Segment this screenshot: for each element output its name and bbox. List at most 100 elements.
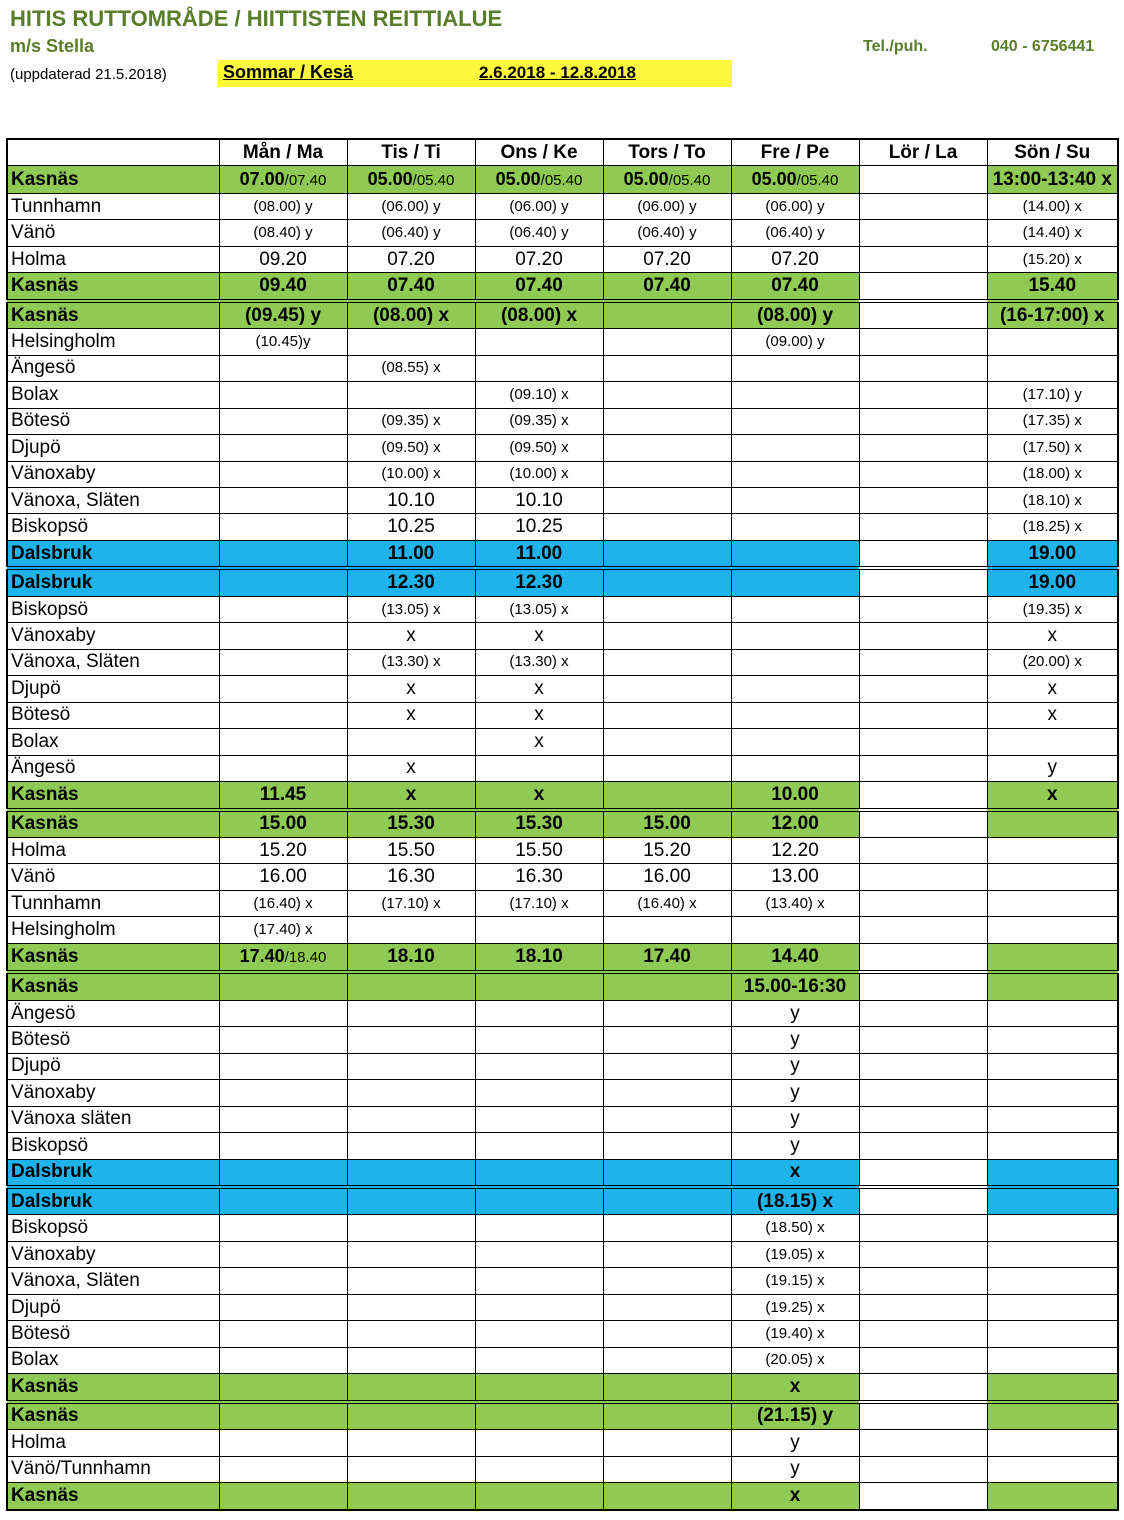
time-cell-sat: [858, 1158, 988, 1188]
departure-time: 17.40: [239, 946, 285, 967]
table-row: Vänö 16.00 16.30 16.30 16.00 13.00: [6, 863, 1119, 891]
time-cell-sat: [858, 1214, 988, 1242]
time-cell-tue: [346, 1346, 476, 1375]
table-row: Dalsbruk (18.15) x: [6, 1185, 1119, 1216]
time-cell-wed: x: [474, 675, 604, 703]
time-cell-mon: [218, 1185, 348, 1216]
stop-name: Vänö/Tunnhamn: [6, 1455, 220, 1484]
time-cell-fri: y: [730, 1079, 860, 1107]
time-cell-thu: [602, 298, 732, 330]
time-cell-sat: [858, 245, 988, 274]
table-row: Bötesö y: [6, 1026, 1119, 1054]
table-row: Biskopsö y: [6, 1132, 1119, 1160]
time-cell-sun: [986, 807, 1119, 838]
time-cell-fri: y: [730, 1132, 860, 1160]
stop-name: Bötesö: [6, 701, 220, 730]
time-cell-tue: [346, 1214, 476, 1242]
time-cell-sun: [986, 328, 1119, 356]
time-cell-mon: [218, 1132, 348, 1160]
time-cell-sun: [986, 728, 1119, 756]
time-cell-tue: [346, 1293, 476, 1322]
stop-name: Dalsbruk: [6, 1185, 220, 1216]
stop-name: Biskopsö: [6, 1214, 220, 1242]
time-cell-thu: [602, 1214, 732, 1242]
departure-time: 05.00: [623, 168, 669, 189]
time-cell-thu: [602, 1399, 732, 1431]
time-cell-wed: [474, 1455, 604, 1484]
time-cell-mon: 11.45: [218, 781, 348, 811]
time-cell-sun: (17.35) x: [986, 407, 1119, 436]
time-cell-fri: [730, 701, 860, 730]
time-cell-sun: (14.00) x: [986, 192, 1119, 221]
time-cell-mon: [218, 1482, 348, 1511]
time-cell-wed: [474, 1482, 604, 1511]
time-cell-wed: (09.10) x: [474, 381, 604, 409]
time-cell-tue: [346, 328, 476, 356]
header-fri: Fre / Pe: [730, 138, 860, 167]
time-cell-tue: (09.35) x: [346, 407, 476, 436]
time-cell-sat: [858, 434, 988, 462]
alt-departure-time: /05.40: [412, 171, 455, 189]
time-cell-tue: [346, 1185, 476, 1216]
table-row: Kasnäs (09.45) y (08.00) x (08.00) x (08.00)…: [6, 298, 1119, 330]
time-cell-wed: 12.30: [474, 566, 604, 597]
time-cell-tue: 07.40: [346, 272, 476, 302]
updated-note: (uppdaterad 21.5.2018): [10, 66, 167, 83]
alt-departure-time: /05.40: [540, 171, 583, 189]
time-cell-wed: 11.00: [474, 539, 604, 569]
time-cell-thu: [602, 1105, 732, 1134]
time-cell-tue: (13.05) x: [346, 595, 476, 624]
time-cell-mon: [218, 1214, 348, 1242]
time-cell-fri: [730, 916, 860, 944]
time-cell-fri: 07.40: [730, 272, 860, 302]
time-cell-thu: [602, 1482, 732, 1511]
time-cell-sun: (18.10) x: [986, 486, 1119, 515]
table-row: Biskopsö (13.05) x (13.05) x (19.35) x: [6, 595, 1119, 624]
time-cell-mon: [218, 407, 348, 436]
time-cell-sun: [986, 942, 1119, 973]
time-cell-tue: [346, 1158, 476, 1188]
time-cell-sat: [858, 781, 988, 811]
time-cell-fri: [730, 648, 860, 677]
time-cell-sat: [858, 1455, 988, 1484]
stop-name: Kasnäs: [6, 1482, 220, 1511]
time-cell-thu: [602, 1026, 732, 1054]
time-cell-wed: 18.10: [474, 942, 604, 973]
time-cell-thu: [602, 539, 732, 569]
time-cell-sat: [858, 999, 988, 1028]
time-cell-tue: 16.30: [346, 863, 476, 891]
departure-time: 05.00: [495, 168, 541, 189]
stop-name: Kasnäs: [6, 165, 220, 194]
header-sat: Lör / La: [858, 138, 988, 167]
table-row: Dalsbruk x: [6, 1158, 1119, 1188]
time-cell-thu: 07.20: [602, 245, 732, 274]
time-cell-tue: [346, 1482, 476, 1511]
time-cell-sat: [858, 1079, 988, 1107]
time-cell-sun: [986, 889, 1119, 918]
table-row: Vänoxaby y: [6, 1079, 1119, 1107]
time-cell-tue: 10.10: [346, 486, 476, 515]
time-cell-sat: [858, 165, 988, 194]
time-cell-tue: (08.55) x: [346, 354, 476, 383]
time-cell-sun: [986, 1346, 1119, 1375]
time-cell-sun: [986, 354, 1119, 383]
time-cell-mon: [218, 675, 348, 703]
time-cell-sat: [858, 1373, 988, 1403]
time-cell-wed: [474, 1132, 604, 1160]
time-cell-thu: 05.00/05.40: [602, 165, 732, 194]
time-cell-wed: [474, 1185, 604, 1216]
time-cell-sun: [986, 1214, 1119, 1242]
time-cell-sun: y: [986, 754, 1119, 783]
time-cell-tue: [346, 381, 476, 409]
time-cell-fri: y: [730, 1052, 860, 1081]
time-cell-mon: [218, 1293, 348, 1322]
time-cell-mon: [218, 1399, 348, 1431]
time-cell-mon: [218, 1320, 348, 1348]
time-cell-sat: [858, 1105, 988, 1134]
time-cell-thu: [602, 701, 732, 730]
stop-name: Ängesö: [6, 754, 220, 783]
time-cell-mon: [218, 622, 348, 650]
time-cell-mon: [218, 728, 348, 756]
stop-name: Vänoxaby: [6, 1240, 220, 1269]
time-cell-fri: x: [730, 1373, 860, 1403]
